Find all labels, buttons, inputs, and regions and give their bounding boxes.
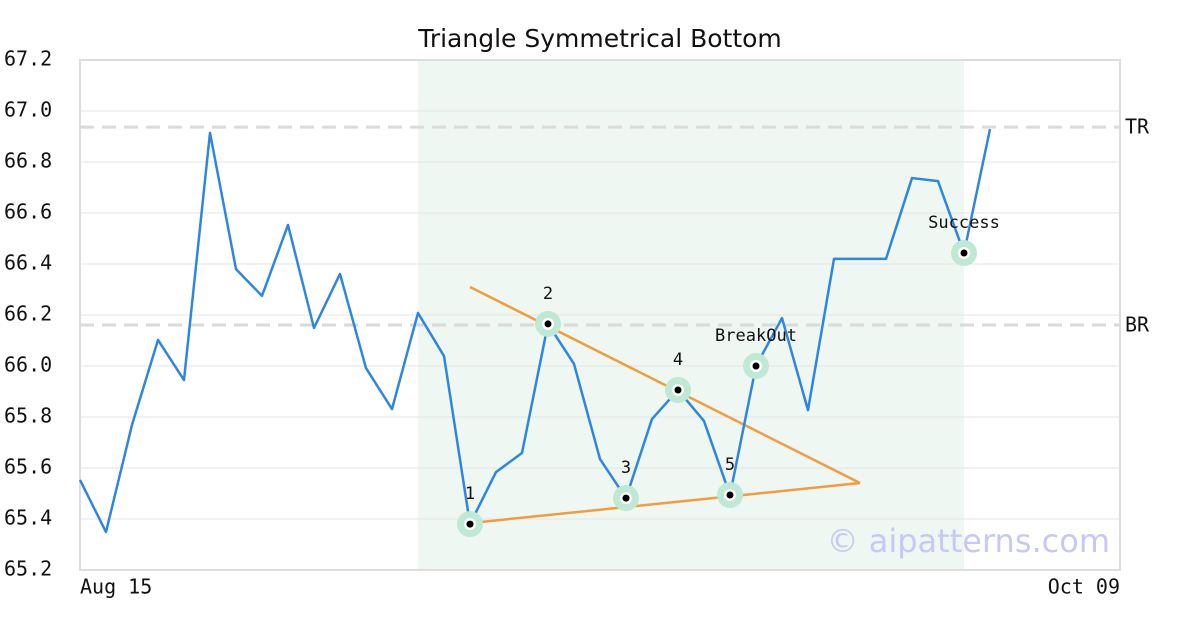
annotation-label: BreakOut [715, 326, 797, 346]
y-tick-label: 66.2 [4, 302, 52, 326]
y-tick-label: 66.0 [4, 353, 52, 377]
marker-dot [674, 386, 682, 394]
trend-line [469, 481, 861, 525]
marker-dot [544, 320, 552, 328]
marker-dot [752, 362, 760, 370]
y-tick-label: 66.8 [4, 149, 52, 173]
y-tick-label: 67.0 [4, 98, 52, 122]
annotation-label: 4 [673, 350, 683, 370]
trend-line [469, 285, 861, 485]
series-line [78, 128, 992, 534]
y-tick-label: 67.2 [4, 47, 52, 71]
watermark: © aipatterns.com [827, 522, 1110, 560]
marker-dot [466, 520, 474, 528]
chart-title: Triangle Symmetrical Bottom [417, 24, 782, 53]
annotation-label: 2 [543, 284, 553, 304]
y-tick-label: 65.4 [4, 506, 52, 530]
annotation-label: 3 [621, 458, 631, 478]
x-tick-label: Aug 15 [80, 575, 152, 599]
annotation-label: Success [928, 213, 1000, 233]
y-tick-label: 65.2 [4, 557, 52, 581]
level-label: BR [1125, 312, 1150, 336]
annotation-label: 5 [725, 455, 735, 475]
y-tick-label: 66.6 [4, 200, 52, 224]
plot-frame [79, 59, 1121, 571]
level-label: TR [1125, 115, 1150, 139]
y-tick-label: 65.6 [4, 455, 52, 479]
marker-dot [960, 249, 968, 257]
x-tick-label: Oct 09 [1048, 575, 1120, 599]
annotation-label: 1 [465, 484, 475, 504]
marker-dot [726, 491, 734, 499]
y-tick-label: 66.4 [4, 251, 52, 275]
y-tick-label: 65.8 [4, 404, 52, 428]
marker-dot [622, 494, 630, 502]
